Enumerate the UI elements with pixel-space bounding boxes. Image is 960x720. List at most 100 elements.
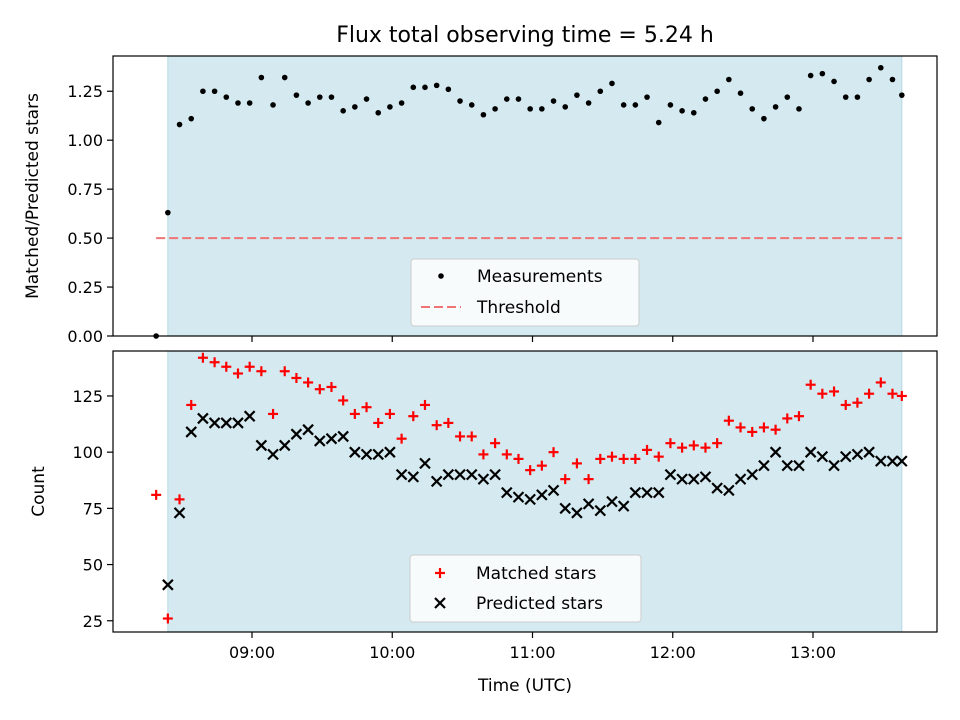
measurement-point	[387, 104, 393, 110]
measurement-point	[515, 96, 522, 102]
measurement-point	[690, 109, 697, 116]
y-tick-label: 0.75	[67, 180, 103, 199]
measurement-point	[352, 104, 358, 110]
matched-star-point	[735, 422, 746, 433]
matched-star-point	[162, 613, 173, 624]
top-y-ticks: 0.00 0.25 0.50 0.75 1.00 1.25	[67, 82, 113, 346]
legend-label-matched: Matched stars	[476, 564, 596, 584]
predicted-star-point	[465, 468, 478, 481]
measurement-point	[176, 121, 183, 128]
matched-star-point	[303, 377, 314, 388]
bottom-legend: Matched stars Predicted stars	[409, 554, 642, 623]
predicted-star-point	[162, 579, 174, 591]
matched-star-point	[466, 431, 477, 442]
matched-star-point	[478, 449, 489, 460]
measurement-point	[609, 80, 615, 87]
measurement-point	[866, 76, 872, 83]
measurement-point	[819, 70, 826, 77]
predicted-star-point	[886, 455, 899, 467]
matched-star-point	[747, 426, 758, 437]
matched-star-point	[595, 453, 606, 464]
measurement-point	[854, 94, 861, 100]
predicted-star-point	[769, 446, 782, 458]
matched-star-point	[805, 379, 816, 390]
predicted-star-point	[839, 450, 852, 463]
predicted-star-point	[337, 430, 349, 443]
top-y-axis-label: Matched/Predicted stars	[23, 93, 43, 299]
predicted-star-point	[571, 507, 583, 519]
predicted-star-point	[828, 459, 840, 472]
predicted-star-point	[454, 468, 466, 481]
y-tick-label: 50	[83, 556, 103, 575]
matched-star-point	[700, 442, 711, 453]
measurement-point	[527, 106, 533, 112]
measurement-point	[270, 102, 276, 108]
matched-star-point	[712, 438, 723, 449]
predicted-star-point	[652, 486, 665, 499]
matched-star-point	[396, 433, 407, 444]
predicted-star-point	[781, 459, 794, 472]
predicted-star-point	[220, 417, 233, 429]
predicted-star-point	[314, 435, 326, 447]
predicted-star-point	[267, 448, 279, 461]
y-tick-label: 125	[72, 387, 103, 406]
measurement-point	[316, 94, 323, 100]
predicted-star-point	[208, 417, 221, 429]
x-tick-label: 12:00	[650, 643, 696, 662]
top-axes-frame	[112, 55, 938, 337]
predicted-star-point	[582, 498, 595, 510]
measurement-point	[305, 100, 311, 106]
measurement-point	[761, 115, 767, 122]
measurement-point	[655, 119, 662, 126]
measurement-point	[714, 88, 720, 95]
legend-marker-predicted	[434, 597, 446, 609]
bottom-legend-box	[409, 554, 642, 623]
matched-star-point	[513, 453, 524, 464]
measurement-point	[223, 94, 230, 100]
measurement-point	[492, 106, 498, 112]
measurement-point	[200, 88, 206, 95]
matched-star-point	[501, 449, 512, 460]
matched-star-point	[443, 417, 454, 428]
measurement-point	[796, 106, 802, 112]
measurement-point	[293, 92, 300, 98]
measurement-point	[842, 94, 849, 100]
measurement-point	[574, 92, 580, 98]
predicted-star-point	[664, 468, 677, 481]
matched-star-point	[642, 444, 653, 455]
predicted-star-point	[863, 446, 875, 458]
predicted-star-point	[372, 448, 385, 461]
measurement-point	[165, 209, 171, 216]
measurement-point	[702, 96, 709, 102]
measurement-points	[153, 64, 905, 339]
matched-star-point	[314, 384, 325, 395]
predicted-star-point	[395, 468, 408, 481]
legend-label-predicted: Predicted stars	[476, 594, 603, 614]
matched-star-point	[630, 453, 641, 464]
matched-star-point	[829, 386, 840, 397]
predicted-star-point	[489, 468, 501, 481]
predicted-star-point	[676, 473, 688, 485]
matched-star-point	[677, 442, 688, 453]
matched-star-point	[571, 458, 582, 469]
predicted-star-point	[816, 450, 829, 463]
legend-marker-measurements	[438, 273, 444, 279]
measurement-point	[539, 106, 545, 112]
x-tick-label: 11:00	[509, 643, 555, 662]
measurement-point	[457, 98, 463, 104]
measurement-point	[281, 74, 288, 81]
predicted-star-point	[325, 432, 338, 445]
matched-star-point	[688, 440, 699, 451]
bottom-panel: 25 50 75 100 125 09:00 10:00 11:00 12:00 13:00 C…	[29, 350, 938, 696]
matched-star-point	[373, 417, 384, 428]
predicted-star-point	[407, 471, 420, 483]
bottom-axes-frame	[112, 350, 938, 633]
measurement-point	[807, 72, 814, 79]
x-tick-label: 13:00	[790, 643, 836, 662]
matched-star-point	[606, 451, 617, 462]
predicted-star-point	[559, 502, 572, 515]
matched-star-point	[618, 453, 629, 464]
matched-star-point	[840, 399, 851, 410]
y-tick-label: 100	[72, 443, 103, 462]
